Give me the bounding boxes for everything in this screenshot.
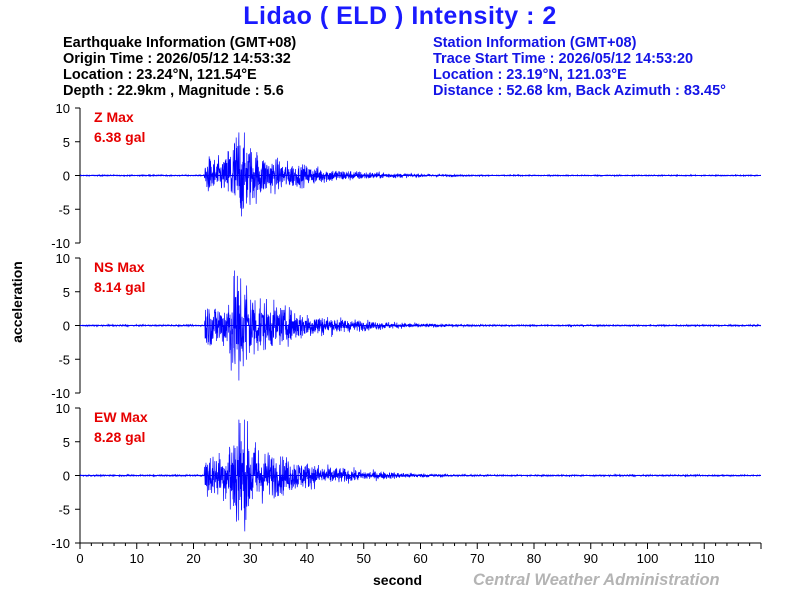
y-tick-label: 5	[63, 135, 70, 150]
x-tick-label: 100	[637, 551, 659, 566]
trace-z	[79, 132, 762, 217]
x-tick-label: 30	[243, 551, 257, 566]
x-tick-label: 70	[470, 551, 484, 566]
station-location: Location : 23.19°N, 121.03°E	[433, 67, 627, 83]
x-tick-label: 40	[300, 551, 314, 566]
y-axis-label: acceleration	[9, 261, 25, 343]
x-tick-label: 20	[186, 551, 200, 566]
max-label-ns: NS Max	[94, 259, 145, 275]
earthquake-info-heading: Earthquake Information (GMT+08)	[63, 35, 297, 51]
y-tick-label: -10	[51, 536, 70, 551]
x-tick-label: 0	[76, 551, 83, 566]
x-tick-label: 50	[357, 551, 371, 566]
max-value-ns: 8.14 gal	[94, 279, 145, 295]
x-tick-label: 60	[413, 551, 427, 566]
station-info-heading: Station Information (GMT+08)	[433, 35, 637, 51]
origin-time: Origin Time : 2026/05/12 14:53:32	[63, 51, 291, 67]
x-axis-label: second	[373, 572, 423, 588]
y-tick-label: -10	[51, 236, 70, 251]
trace-ew	[79, 419, 761, 532]
y-tick-label: 5	[63, 435, 70, 450]
x-tick-label: 10	[130, 551, 144, 566]
y-tick-label: 5	[63, 285, 70, 300]
max-label-ew: EW Max	[94, 409, 148, 425]
y-tick-label: 0	[63, 319, 70, 334]
depth-magnitude: Depth : 22.9km , Magnitude : 5.6	[63, 83, 284, 99]
max-label-z: Z Max	[94, 109, 134, 125]
x-tick-label: 110	[694, 551, 715, 566]
max-value-z: 6.38 gal	[94, 129, 145, 145]
page-title: Lidao ( ELD ) Intensity : 2	[243, 2, 557, 30]
epicenter-location: Location : 23.24°N, 121.54°E	[63, 67, 257, 83]
station-info: Station Information (GMT+08) Trace Start…	[433, 35, 726, 99]
distance-azimuth: Distance : 52.68 km, Back Azimuth : 83.4…	[433, 83, 726, 99]
trace-start-time: Trace Start Time : 2026/05/12 14:53:20	[433, 51, 694, 67]
x-tick-label: 80	[527, 551, 541, 566]
y-tick-label: 10	[56, 101, 70, 116]
y-tick-label: -10	[51, 386, 70, 401]
y-tick-label: -5	[58, 352, 70, 367]
y-tick-label: 0	[63, 169, 70, 184]
earthquake-info: Earthquake Information (GMT+08) Origin T…	[63, 35, 296, 99]
y-tick-label: -5	[58, 202, 70, 217]
y-tick-label: 10	[56, 401, 70, 416]
agency-credit: Central Weather Administration	[473, 571, 720, 589]
x-tick-label: 90	[584, 551, 598, 566]
y-tick-label: -5	[58, 502, 70, 517]
y-tick-label: 10	[56, 251, 70, 266]
trace-ns	[79, 270, 762, 381]
max-value-ew: 8.28 gal	[94, 429, 145, 445]
y-tick-label: 0	[63, 469, 70, 484]
